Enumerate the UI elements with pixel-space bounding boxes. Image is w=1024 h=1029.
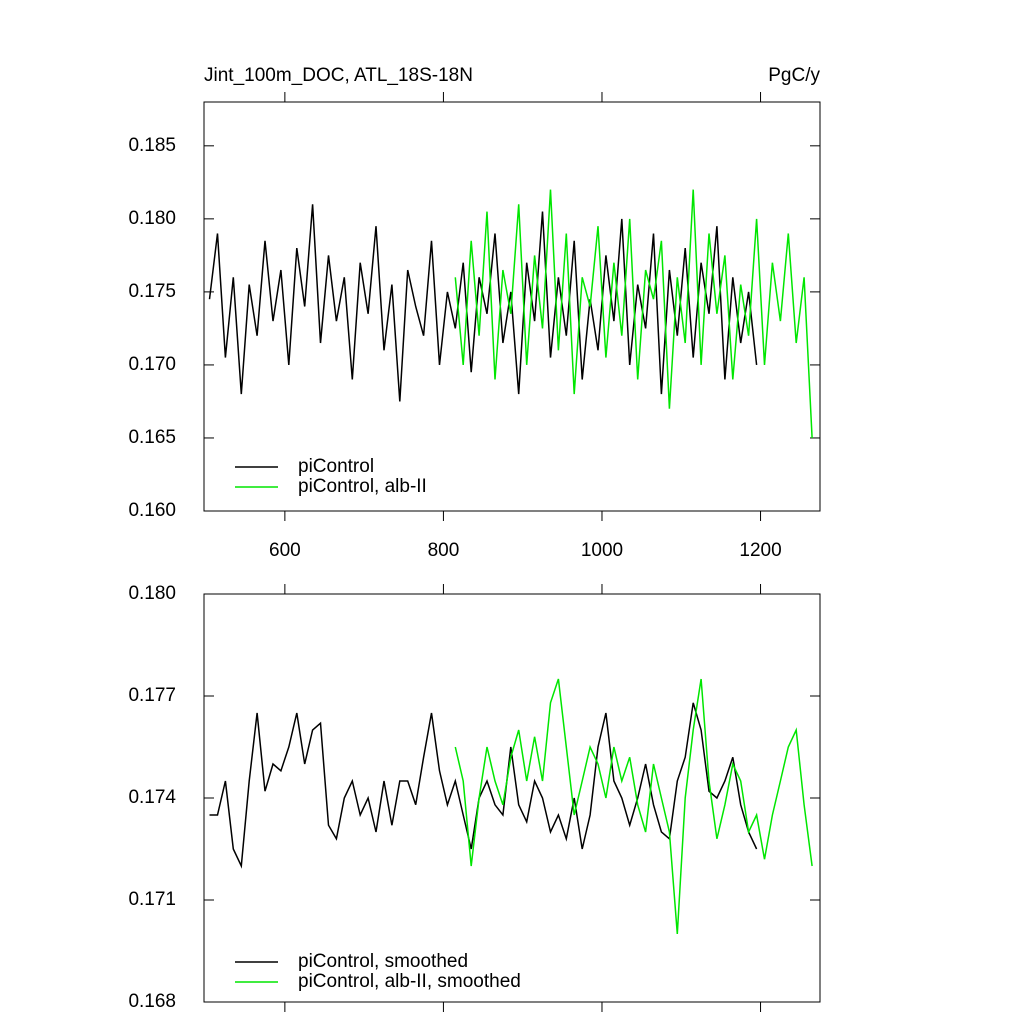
data-line	[454, 189, 813, 439]
y-tick-label: 0.175	[128, 281, 176, 302]
y-tick-label: 0.165	[128, 427, 176, 448]
x-tick-label: 600	[269, 540, 301, 561]
plot-frame	[203, 101, 821, 512]
y-tick-label: 0.168	[128, 991, 176, 1012]
y-tick-label: 0.180	[128, 583, 176, 604]
legend-label: piControl, alb-II	[298, 476, 427, 497]
y-tick-label: 0.177	[128, 685, 176, 706]
data-line	[208, 204, 758, 402]
y-tick-label: 0.185	[128, 135, 176, 156]
units-label: PgC/y	[768, 65, 820, 86]
data-line	[209, 702, 758, 869]
chart-title: Jint_100m_DOC, ATL_18S-18N	[204, 65, 473, 86]
legend-label: piControl, smoothed	[298, 951, 468, 972]
y-tick-label: 0.180	[128, 208, 176, 229]
x-tick-label: 1000	[581, 540, 623, 561]
plot-frame	[203, 593, 821, 1003]
legend-label: piControl	[298, 456, 374, 477]
y-tick-label: 0.171	[128, 889, 176, 910]
x-tick-label: 800	[428, 540, 460, 561]
legend-label: piControl, alb-II, smoothed	[298, 971, 521, 992]
y-tick-label: 0.160	[128, 500, 176, 521]
y-tick-label: 0.174	[128, 787, 176, 808]
y-tick-label: 0.170	[128, 354, 176, 375]
data-line	[454, 678, 813, 935]
x-tick-label: 1200	[739, 540, 781, 561]
